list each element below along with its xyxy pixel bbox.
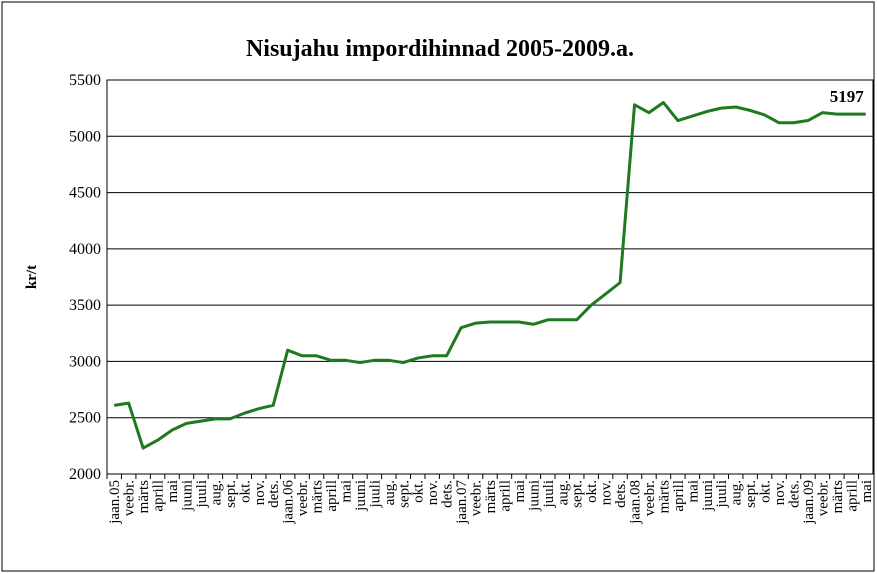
x-tick-label: jaan.06: [281, 480, 297, 525]
x-tick-label: juuli: [367, 480, 383, 509]
x-tick-label: aug.: [555, 480, 571, 505]
x-tick-label: aprill: [324, 480, 340, 512]
x-tick-label: aprill: [844, 480, 860, 512]
x-tick-label: okt.: [411, 480, 427, 503]
x-tick-label: sept.: [570, 480, 586, 508]
x-tick-label: veebr.: [469, 480, 485, 516]
x-tick-label: märts: [483, 480, 499, 513]
x-tick-label: märts: [136, 480, 152, 513]
x-tick-label: juuli: [541, 480, 557, 509]
x-tick-label: aprill: [151, 480, 167, 512]
x-tick-label: mai: [512, 480, 528, 503]
y-tick-label: 2500: [69, 410, 101, 427]
x-tick-label: nov.: [772, 480, 788, 505]
x-tick-label: juuni: [179, 480, 195, 512]
x-tick-label: sept.: [743, 480, 759, 508]
x-tick-label: nov.: [599, 480, 615, 505]
y-tick-label: 2000: [69, 466, 101, 483]
y-axis-label: kr/t: [24, 265, 40, 289]
plot-frame: [106, 79, 874, 475]
y-tick-label: 4000: [69, 241, 101, 258]
x-tick-label: jaan.08: [628, 480, 644, 525]
y-tick-label: 5500: [69, 72, 101, 89]
x-tick-label: märts: [656, 480, 672, 513]
y-tick-label: 3000: [69, 353, 101, 370]
x-tick-label: okt.: [758, 480, 774, 503]
x-tick-label: dets.: [787, 480, 803, 508]
x-tick-label: veebr.: [122, 480, 138, 516]
x-tick-label: mai: [165, 480, 181, 503]
y-tick-label: 3500: [69, 297, 101, 314]
x-tick-label: mai: [338, 480, 354, 503]
x-tick-label: märts: [310, 480, 326, 513]
x-tick-label: dets.: [266, 480, 282, 508]
x-tick-label: märts: [830, 480, 846, 513]
x-tick-label: veebr.: [815, 480, 831, 516]
x-tick-label: nov.: [425, 480, 441, 505]
x-tick-label: aprill: [671, 480, 687, 512]
x-tick-label: nov.: [252, 480, 268, 505]
x-tick-label: sept.: [223, 480, 239, 508]
x-tick-label: juuni: [526, 480, 542, 512]
x-tick-label: aug.: [382, 480, 398, 505]
x-tick-label: juuli: [194, 480, 210, 509]
x-tick-label: okt.: [584, 480, 600, 503]
x-tick-label: veebr.: [642, 480, 658, 516]
x-tick-label: juuni: [353, 480, 369, 512]
x-tick-label: mai: [859, 480, 875, 503]
x-tick-label: jaan.07: [454, 480, 470, 525]
x-tick-label: aprill: [497, 480, 513, 512]
x-tick-label: dets.: [613, 480, 629, 508]
x-tick-label: juuli: [714, 480, 730, 509]
x-tick-label: jaan.09: [801, 480, 817, 525]
x-tick-label: aug.: [729, 480, 745, 505]
y-tick-label: 4500: [69, 185, 101, 202]
y-tick-label: 5000: [69, 128, 101, 145]
x-tick-label: aug.: [208, 480, 224, 505]
x-tick-label: jaan.05: [107, 480, 123, 525]
chart-title: Nisujahu impordihinnad 2005-2009.a.: [246, 36, 634, 62]
line: [113, 101, 866, 450]
x-tick-label: veebr.: [295, 480, 311, 516]
x-tick-label: mai: [685, 480, 701, 503]
x-tick-label: sept.: [396, 480, 412, 508]
x-tick-label: okt.: [237, 480, 253, 503]
x-tick-label: juuni: [700, 480, 716, 512]
x-tick-label: dets.: [440, 480, 456, 508]
data-label: 5197: [830, 87, 865, 106]
